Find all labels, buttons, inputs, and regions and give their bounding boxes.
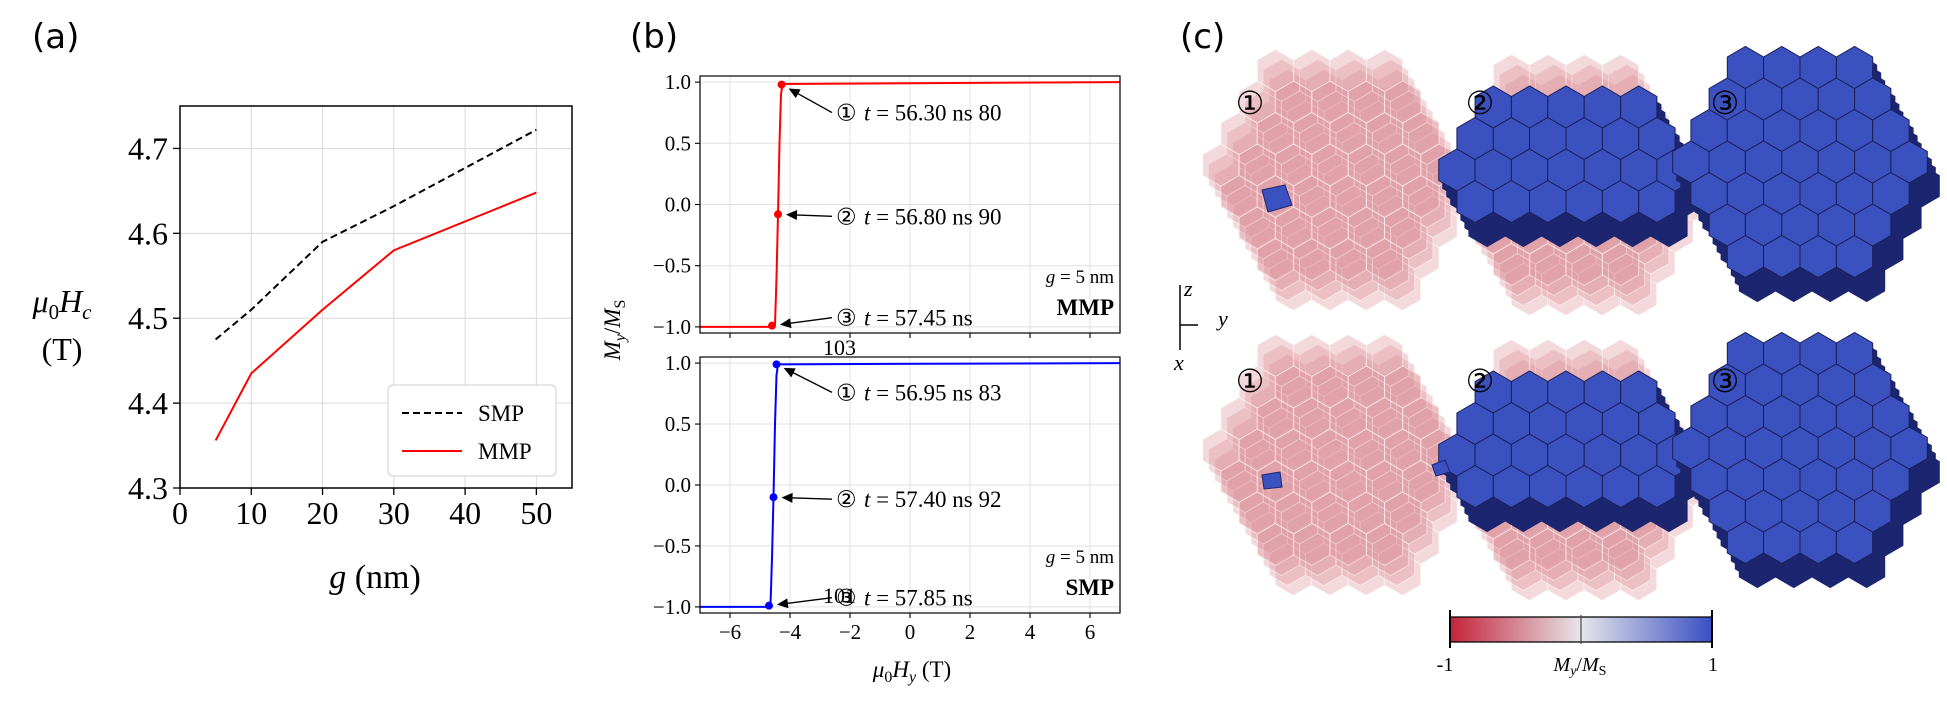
colorbar-max-label: 1 [1708, 654, 1718, 676]
y-tick-label: −0.5 [653, 534, 691, 558]
state-annotation-2: ② t = 56.80 ns 90 [836, 204, 1002, 230]
series-line-mmp [214, 191, 537, 441]
grain-blue [1890, 140, 1928, 184]
legend-box [387, 384, 557, 477]
annotation-arrow [791, 371, 833, 393]
y-tick-label: 1.0 [665, 351, 691, 375]
x-tick-label: 50 [520, 495, 552, 531]
y-tick-label: 0.5 [665, 412, 691, 436]
annotation-gap: g = 5 nm [1046, 547, 1114, 568]
colorbar-title: My/MS [1553, 654, 1607, 679]
colorbar: -1 1 My/MS [1437, 610, 1718, 679]
state-extra-number: 103 [823, 335, 856, 360]
state-annotation-2: ② t = 57.40 ns 92 [836, 487, 1002, 513]
x-tick-label: −2 [839, 620, 861, 644]
y-tick-label: 0.0 [665, 473, 691, 497]
annotation-arrow [790, 497, 833, 500]
annotation-gap: g = 5 nm [1046, 267, 1114, 288]
x-tick-label: 0 [172, 495, 188, 531]
annotation-arrowhead [785, 209, 798, 220]
state-annotation-1: ① t = 56.95 ns 83 [836, 380, 1002, 406]
state-extra-number: 101 [823, 583, 856, 608]
x-tick-label: 0 [905, 620, 916, 644]
state-annotation-3: ③ t = 57.45 ns [836, 306, 973, 332]
axis-x-label: x [1173, 350, 1184, 375]
panel-label-b: (b) [630, 17, 678, 57]
panel-a-ylabel-line2: (T) [42, 331, 83, 367]
state-annotation-1: ① t = 56.30 ns 80 [836, 101, 1002, 127]
reversed-nucleus [1431, 459, 1451, 477]
state-label-3: ③ [1711, 362, 1740, 400]
state-label-1: ① [1236, 84, 1265, 122]
y-tick-label: 0.0 [665, 193, 691, 217]
y-tick-label: 4.6 [128, 215, 168, 251]
panel-b-xlabel: μ0Hy (T) [872, 657, 951, 686]
state-marker-3 [765, 601, 773, 610]
panel-label-a: (a) [32, 17, 79, 57]
y-tick-label: −1.0 [653, 595, 691, 619]
annotation-model-type: MMP [1057, 295, 1114, 320]
series-line-smp [214, 128, 537, 341]
legend-label-mmp: MMP [478, 439, 532, 464]
state-label-2: ② [1466, 84, 1495, 122]
state-marker-2 [769, 493, 778, 502]
state-marker-1 [772, 360, 781, 369]
state-marker-3 [768, 321, 776, 330]
annotation-arrowhead [783, 367, 796, 378]
y-tick-label: 4.5 [128, 300, 168, 336]
y-tick-label: 1.0 [665, 70, 691, 94]
state-marker-2 [774, 210, 782, 219]
panel-c-renderings: ① ② ③ ① ② ③ [1202, 45, 1940, 602]
reversed-nucleus [1261, 184, 1293, 213]
legend-label-smp: SMP [478, 401, 524, 426]
annotation-arrow [785, 596, 833, 605]
annotation-arrowhead [781, 492, 793, 503]
y-tick-label: 4.3 [128, 470, 168, 506]
axis-z-label: z [1183, 276, 1193, 301]
colorbar-min-label: -1 [1437, 654, 1454, 676]
x-tick-label: 6 [1085, 620, 1096, 644]
panel-b-bottom-chart: 1.0 0.5 0.0 −0.5 −1.0 −6 −4 −2 0 2 4 6 ① t = 56.95 n… [653, 351, 1121, 644]
x-tick-label: 4 [1025, 620, 1036, 644]
x-tick-label: −4 [779, 620, 802, 644]
state-marker-1 [777, 80, 786, 89]
state-annotation-3: ③ t = 57.85 ns [836, 586, 973, 612]
annotation-arrowhead [779, 318, 792, 329]
x-tick-label: 2 [965, 620, 976, 644]
x-tick-label: 40 [449, 495, 481, 531]
annotation-model-type: SMP [1065, 575, 1114, 600]
y-tick-label: 4.7 [128, 130, 168, 166]
axis-triad: z y x [1173, 276, 1228, 375]
x-tick-label: 10 [235, 495, 267, 531]
grain-blue [1890, 426, 1928, 470]
panel-label-c: (c) [1180, 17, 1225, 57]
y-tick-label: 0.5 [665, 131, 691, 155]
annotation-arrow [794, 214, 833, 217]
plot-frame [179, 105, 573, 489]
reversed-nucleus [1261, 471, 1283, 490]
annotation-arrow [788, 316, 833, 325]
annotation-arrow [796, 92, 833, 114]
panel-a-xlabel: g (nm) [329, 559, 421, 596]
state-label-2: ② [1466, 362, 1495, 400]
y-tick-label: 4.4 [128, 385, 168, 421]
annotation-arrowhead [776, 598, 789, 609]
x-tick-label: 20 [307, 495, 339, 531]
y-tick-label: −0.5 [653, 254, 691, 278]
panel-a-ylabel-line1: μ0Hc [32, 283, 93, 324]
axis-y-label: y [1216, 306, 1228, 331]
panel-b-ylabel: My/MS [600, 300, 629, 362]
state-label-1: ① [1236, 362, 1265, 400]
annotation-arrowhead [788, 88, 801, 99]
state-label-3: ③ [1711, 84, 1740, 122]
panel-b-top-chart: 1.0 0.5 0.0 −0.5 −1.0 ① t = 56.30 ns 80 ② t = … [653, 70, 1121, 360]
x-tick-label: −6 [719, 620, 741, 644]
panel-a-chart: 0 10 20 30 40 50 4.3 4.4 4.5 4.6 4.7 SMP MMP [128, 105, 573, 531]
x-tick-label: 30 [378, 495, 410, 531]
y-tick-label: −1.0 [653, 315, 691, 339]
